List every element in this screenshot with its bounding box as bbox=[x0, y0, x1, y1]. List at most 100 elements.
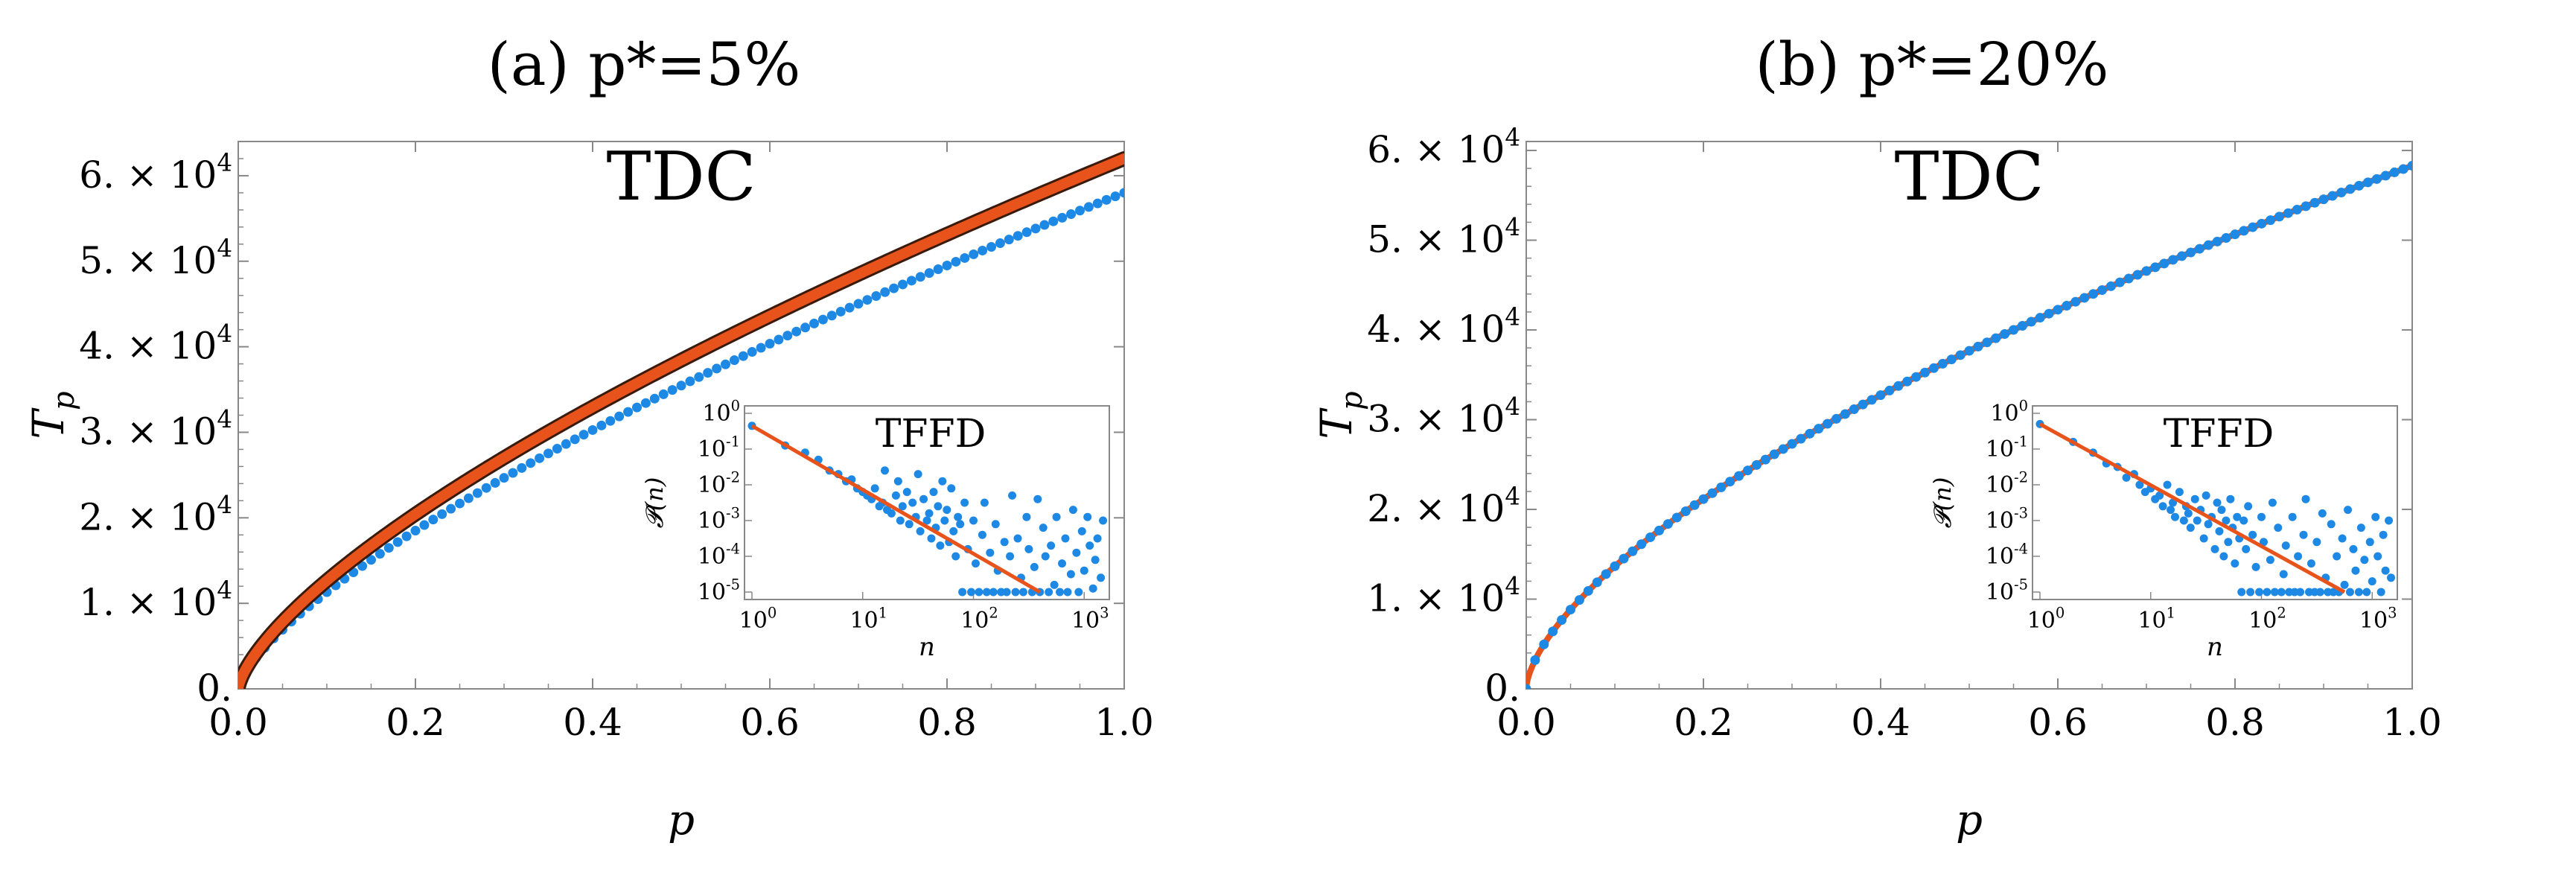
inset-data-point bbox=[2373, 552, 2382, 561]
inset-data-point bbox=[2179, 516, 2188, 525]
data-point bbox=[898, 279, 908, 290]
inset-data-point bbox=[2213, 498, 2222, 507]
data-point bbox=[570, 434, 580, 445]
data-point bbox=[2398, 164, 2408, 174]
data-point bbox=[2363, 177, 2373, 188]
inset-data-point bbox=[2333, 552, 2341, 561]
data-point bbox=[2212, 236, 2222, 247]
data-point bbox=[2150, 262, 2161, 273]
data-point bbox=[1680, 506, 1691, 517]
inset-data-point bbox=[2315, 588, 2324, 597]
data-point bbox=[1946, 354, 1957, 365]
inset-data-point bbox=[975, 588, 983, 597]
inset-data-point bbox=[893, 477, 902, 486]
inset-data-point bbox=[2381, 566, 2390, 575]
inset-group bbox=[747, 422, 1108, 597]
data-point bbox=[1778, 444, 1788, 454]
data-point bbox=[978, 245, 988, 255]
inset-data-point bbox=[978, 530, 986, 539]
data-point bbox=[1937, 358, 1948, 369]
data-point bbox=[1734, 471, 1744, 481]
data-point bbox=[880, 287, 890, 297]
inset-data-point bbox=[891, 491, 900, 500]
inset-data-point bbox=[991, 520, 1000, 529]
data-point bbox=[889, 283, 899, 293]
data-point bbox=[2141, 266, 2152, 276]
inset-data-point bbox=[927, 534, 936, 543]
inset-data-point bbox=[2158, 502, 2167, 511]
inset-data-point bbox=[2184, 509, 2193, 518]
y-tick-label: 1. × 104 bbox=[1367, 572, 1520, 620]
inset-data-point bbox=[2244, 502, 2253, 511]
data-point bbox=[1698, 494, 1709, 504]
data-point bbox=[703, 368, 713, 378]
data-point bbox=[1902, 376, 1913, 387]
data-point bbox=[951, 256, 961, 267]
data-point bbox=[738, 351, 748, 361]
inset-x-tick-label: 100 bbox=[739, 605, 777, 634]
inset-data-point bbox=[969, 516, 978, 525]
data-point bbox=[649, 393, 660, 404]
inset-data-point bbox=[1011, 588, 1020, 597]
data-point bbox=[756, 343, 766, 353]
data-point bbox=[508, 468, 518, 478]
inset-data-point bbox=[2155, 491, 2164, 500]
inset-data-point bbox=[1041, 552, 1050, 561]
data-point bbox=[2070, 296, 2081, 307]
inset-data-point bbox=[2296, 588, 2305, 597]
inset-data-point bbox=[1022, 512, 1031, 521]
inset-data-point bbox=[943, 506, 951, 515]
y-tick-label: 2. × 104 bbox=[79, 491, 232, 539]
inset-data-point bbox=[2190, 494, 2199, 503]
inset-data-point bbox=[898, 502, 907, 511]
x-tick-label: 1.0 bbox=[2382, 701, 2442, 744]
data-point bbox=[1548, 626, 1558, 637]
inset-data-point bbox=[1063, 588, 1072, 597]
inset-y-tick-label: 10-1 bbox=[1986, 433, 2028, 463]
data-point bbox=[2292, 205, 2302, 215]
inset-data-point bbox=[2186, 524, 2195, 532]
data-point bbox=[614, 411, 625, 422]
data-point bbox=[2239, 226, 2249, 236]
inset-x-label: n bbox=[919, 632, 935, 662]
data-point bbox=[747, 347, 757, 357]
inset-data-point bbox=[2349, 544, 2358, 553]
data-point bbox=[1743, 465, 1753, 476]
data-point bbox=[712, 363, 722, 374]
inset-data-point bbox=[1093, 534, 1102, 543]
data-point bbox=[1636, 539, 1647, 550]
data-point bbox=[640, 398, 651, 408]
data-point bbox=[2318, 194, 2329, 205]
data-point bbox=[1039, 220, 1050, 230]
data-point bbox=[2309, 197, 2320, 208]
data-point bbox=[463, 493, 474, 503]
data-point bbox=[2009, 325, 2018, 335]
inset-data-point bbox=[916, 527, 925, 535]
inset-data-point bbox=[971, 559, 980, 568]
data-point bbox=[1973, 341, 1983, 352]
data-point bbox=[499, 473, 509, 483]
inset-data-point bbox=[2215, 527, 2224, 535]
data-point bbox=[535, 453, 545, 463]
data-point bbox=[676, 381, 686, 391]
data-point bbox=[844, 302, 855, 313]
data-point bbox=[2371, 174, 2382, 184]
inset-y-tick-label: 100 bbox=[702, 398, 740, 427]
data-point bbox=[472, 488, 482, 498]
chart-b-svg: 0.0 0.2 0.4 0.6 0.8 1.0 0. 1. × 104 2. × 104 3. ×… bbox=[1311, 124, 2442, 845]
inset-y-tick-label: 100 bbox=[1990, 398, 2028, 427]
data-point bbox=[2283, 208, 2293, 218]
inset-data-point bbox=[2226, 494, 2235, 503]
inset-x-tick-label: 102 bbox=[960, 605, 998, 634]
inset-data-point bbox=[2387, 573, 2396, 582]
data-point bbox=[2000, 329, 2010, 340]
inset-data-point bbox=[1056, 588, 1065, 597]
inset-x-tick-label: 103 bbox=[1071, 605, 1109, 634]
inset-data-point bbox=[2299, 530, 2308, 539]
inset-data-point bbox=[1039, 524, 1048, 532]
inset-data-point bbox=[2175, 488, 2184, 497]
data-point bbox=[1610, 561, 1620, 571]
inset-data-point bbox=[1050, 580, 1059, 589]
data-point bbox=[1627, 546, 1638, 556]
inset-data-point bbox=[2233, 512, 2242, 521]
